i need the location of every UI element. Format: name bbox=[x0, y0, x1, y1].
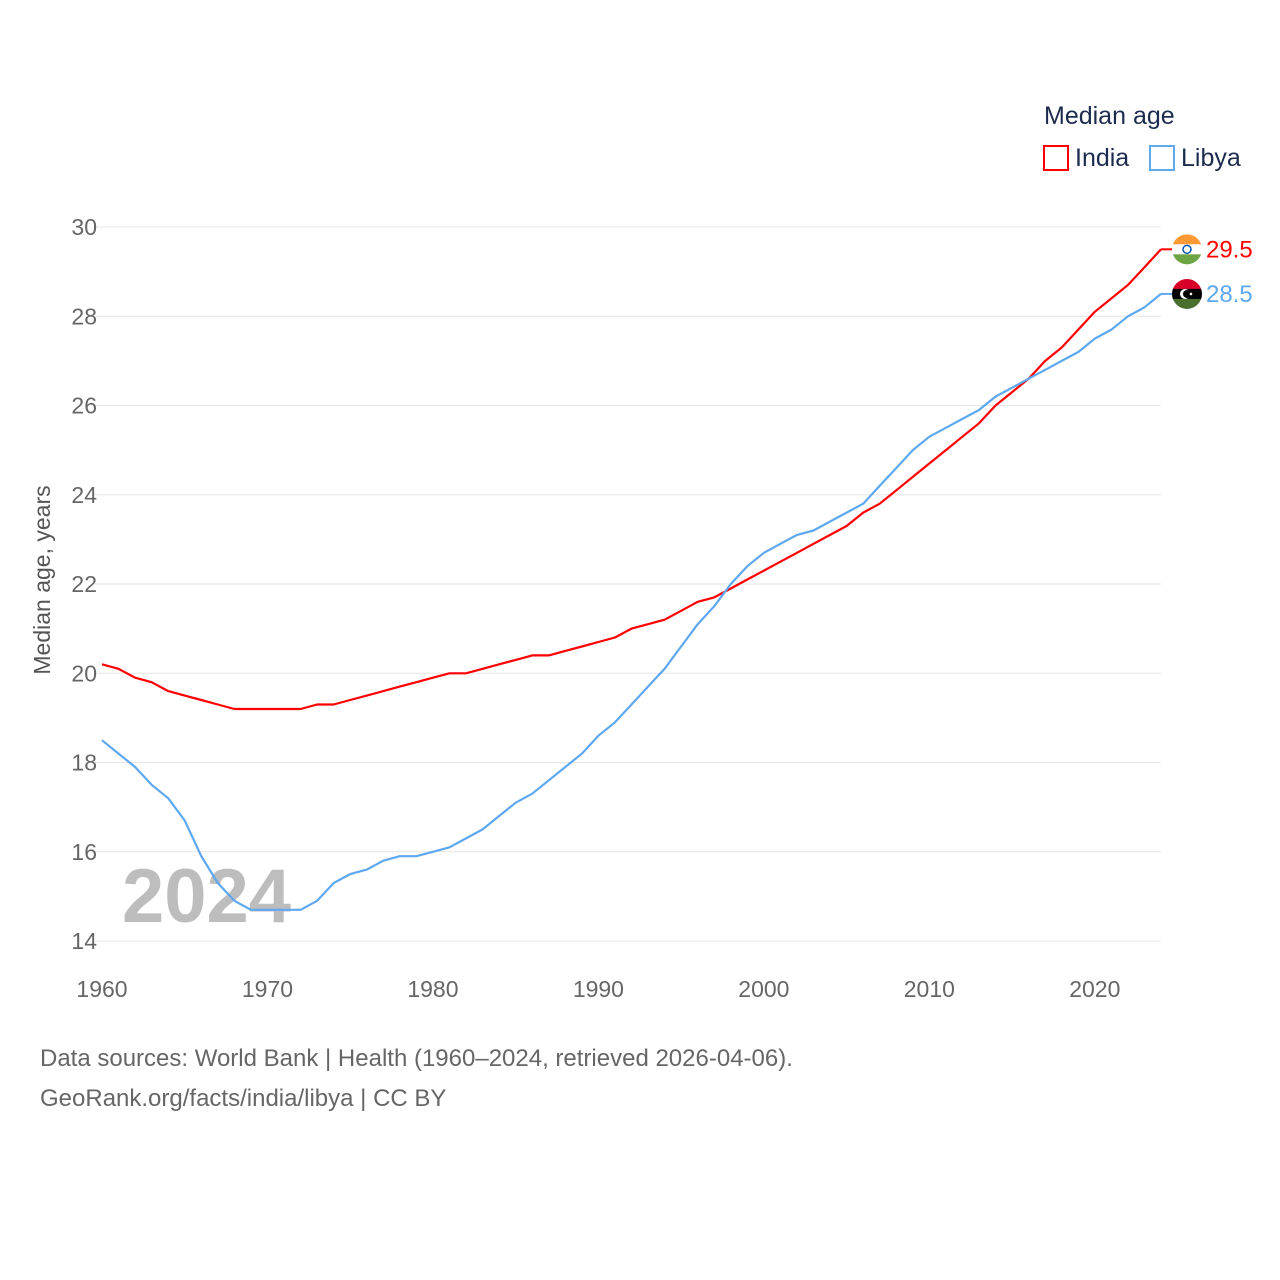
legend: Median age India Libya bbox=[1043, 102, 1241, 172]
footer-sources: Data sources: World Bank | Health (1960–… bbox=[40, 1045, 793, 1072]
y-tick-label: 28 bbox=[71, 303, 97, 329]
legend-swatch-libya bbox=[1149, 145, 1175, 171]
series-line-libya bbox=[101, 293, 1162, 911]
y-axis-label: Median age, years bbox=[29, 485, 55, 674]
end-value-india: 29.5 bbox=[1206, 236, 1253, 263]
y-tick-label: 24 bbox=[71, 482, 97, 508]
legend-label-libya: Libya bbox=[1181, 144, 1241, 172]
x-tick-label: 1980 bbox=[407, 976, 458, 1002]
y-tick-label: 16 bbox=[71, 839, 97, 865]
legend-item-libya[interactable]: Libya bbox=[1149, 144, 1241, 172]
footer-attribution: GeoRank.org/facts/india/libya | CC BY bbox=[40, 1085, 447, 1112]
flag-icon-libya bbox=[1172, 278, 1202, 309]
gridlines bbox=[95, 226, 1161, 942]
x-tick-label: 2010 bbox=[904, 976, 955, 1002]
end-labels: 29.5 28.5 bbox=[1161, 234, 1253, 309]
legend-swatch-india bbox=[1043, 145, 1069, 171]
series-lines bbox=[101, 248, 1162, 911]
y-tick-label: 18 bbox=[71, 750, 97, 776]
x-tick-label: 1960 bbox=[76, 976, 127, 1002]
year-watermark: 2024 bbox=[122, 854, 291, 939]
y-tick-label: 30 bbox=[71, 214, 97, 240]
x-tick-label: 1970 bbox=[242, 976, 293, 1002]
y-tick-label: 14 bbox=[71, 928, 97, 954]
x-tick-label: 2000 bbox=[738, 976, 789, 1002]
x-axis: 1960 1970 1980 1990 2000 2010 2020 bbox=[76, 976, 1120, 1002]
y-tick-label: 26 bbox=[71, 393, 97, 419]
y-tick-label: 20 bbox=[71, 660, 97, 686]
end-value-libya: 28.5 bbox=[1206, 281, 1253, 308]
y-axis: 14 16 18 20 22 24 26 28 30 bbox=[71, 214, 97, 954]
series-line-india bbox=[101, 248, 1162, 711]
x-tick-label: 1990 bbox=[573, 976, 624, 1002]
legend-label-india: India bbox=[1075, 144, 1129, 172]
flag-icon-india bbox=[1172, 234, 1202, 265]
legend-item-india[interactable]: India bbox=[1043, 144, 1129, 172]
x-tick-label: 2020 bbox=[1069, 976, 1120, 1002]
y-tick-label: 22 bbox=[71, 571, 97, 597]
legend-title: Median age bbox=[1044, 102, 1175, 130]
